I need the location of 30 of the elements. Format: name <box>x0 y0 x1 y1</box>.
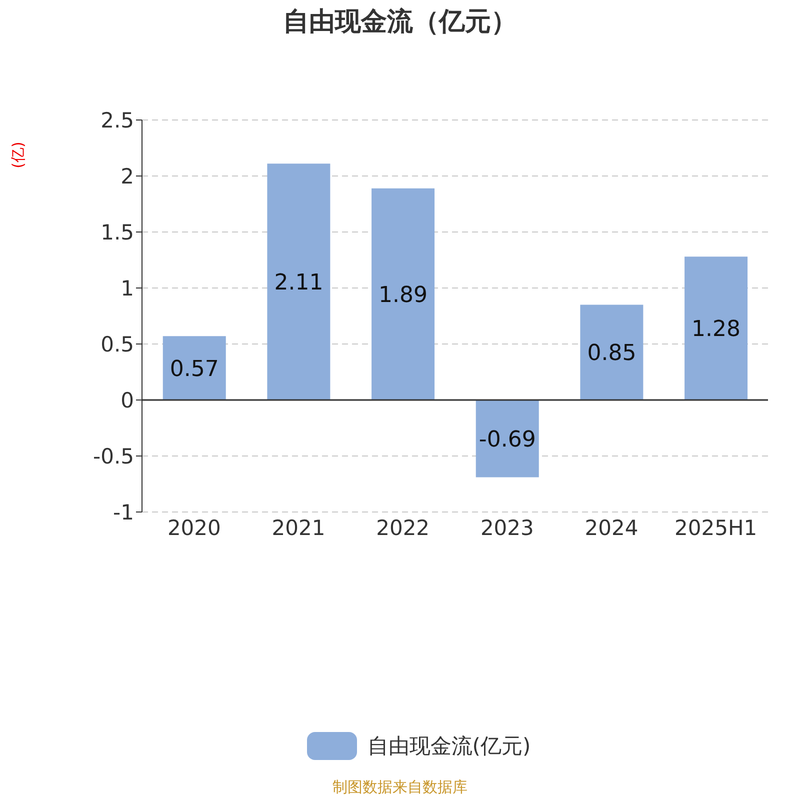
bar <box>580 304 644 400</box>
y-tick-label: 1.5 <box>100 220 134 244</box>
bar <box>476 400 539 478</box>
data-label: 1.89 <box>378 282 428 308</box>
bar <box>267 164 330 400</box>
bar <box>684 256 748 400</box>
y-tick-label: -1 <box>113 500 134 524</box>
data-label: 1.28 <box>692 317 741 342</box>
data-label: -0.69 <box>478 427 536 452</box>
data-label: 0.57 <box>170 356 219 382</box>
y-tick-label: 2.5 <box>100 108 134 132</box>
x-tick-label: 2022 <box>376 516 430 540</box>
x-tick-label: 2025H1 <box>674 516 758 540</box>
y-tick-label: -0.5 <box>93 444 134 468</box>
y-tick-label: 0.5 <box>100 332 134 356</box>
y-axis-title: (亿) <box>9 142 27 168</box>
text: 制图数据来自数据库 <box>332 778 468 797</box>
y-tick-label: 0 <box>120 388 134 412</box>
bar <box>372 188 435 400</box>
y-tick-label: 1 <box>120 276 134 300</box>
data-label: 0.85 <box>587 341 636 366</box>
bar <box>162 336 226 400</box>
y-tick-label: 2 <box>120 164 134 188</box>
x-tick-label: 2023 <box>480 516 534 540</box>
chart-title: 自由现金流（亿元） <box>282 6 518 39</box>
x-tick-label: 2021 <box>272 516 326 540</box>
x-tick-label: 2024 <box>584 516 638 540</box>
legend-label: 自由现金流(亿元) <box>367 733 531 760</box>
data-label: 2.11 <box>274 270 324 296</box>
x-tick-label: 2020 <box>167 516 221 540</box>
